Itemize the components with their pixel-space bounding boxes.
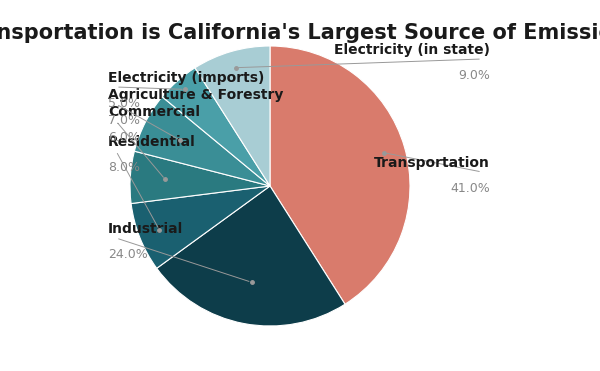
Text: 9.0%: 9.0% bbox=[458, 69, 490, 82]
Text: Commercial: Commercial bbox=[108, 105, 200, 119]
Text: Electricity (imports): Electricity (imports) bbox=[108, 71, 265, 85]
Wedge shape bbox=[157, 186, 345, 326]
Text: Electricity (in state): Electricity (in state) bbox=[334, 43, 490, 57]
Wedge shape bbox=[130, 151, 270, 204]
Text: 6.0%: 6.0% bbox=[108, 131, 140, 144]
Wedge shape bbox=[134, 97, 270, 186]
Text: 41.0%: 41.0% bbox=[450, 182, 490, 195]
Text: Agriculture & Forestry: Agriculture & Forestry bbox=[108, 88, 283, 102]
Text: 8.0%: 8.0% bbox=[108, 161, 140, 174]
Wedge shape bbox=[131, 186, 270, 268]
Wedge shape bbox=[162, 68, 270, 186]
Text: Residential: Residential bbox=[108, 135, 196, 149]
Text: 7.0%: 7.0% bbox=[108, 114, 140, 127]
Text: Transportation is California's Largest Source of Emissions: Transportation is California's Largest S… bbox=[0, 23, 600, 43]
Wedge shape bbox=[195, 46, 270, 186]
Wedge shape bbox=[270, 46, 410, 304]
Text: 24.0%: 24.0% bbox=[108, 248, 148, 261]
Text: 5.0%: 5.0% bbox=[108, 97, 140, 110]
Text: Transportation: Transportation bbox=[374, 156, 490, 170]
Text: Industrial: Industrial bbox=[108, 222, 183, 236]
